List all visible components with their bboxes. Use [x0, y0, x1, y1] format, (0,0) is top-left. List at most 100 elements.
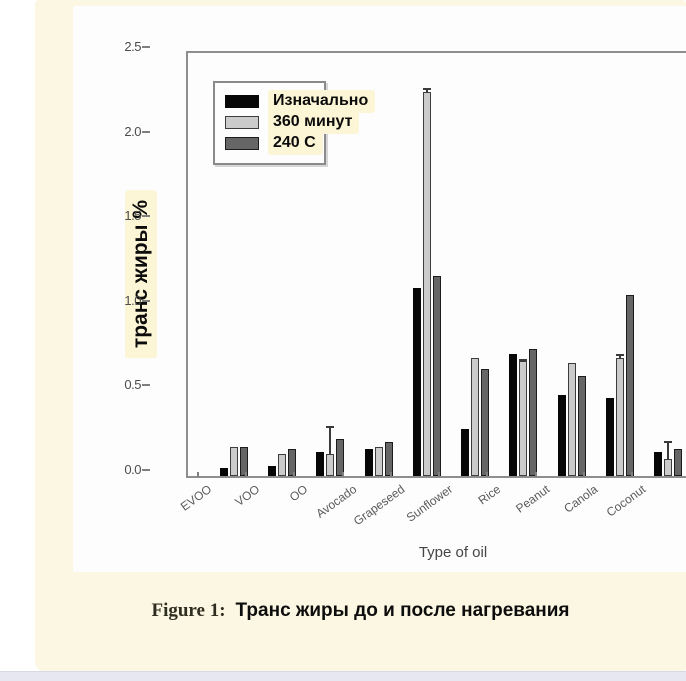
bar-sunflower-series0 [461, 429, 470, 476]
bar-oo-series2 [336, 439, 345, 476]
figure-image: транс жиры % Type of oil Изначально 360 … [73, 6, 686, 572]
error-bar [664, 441, 672, 460]
x-category-label: Sunflower [403, 482, 456, 525]
x-tick-mark [582, 472, 585, 477]
bar-evoo-series2 [240, 447, 248, 476]
figure-caption-text: Транс жиры до и после нагревания [235, 600, 570, 621]
y-tick-mark [142, 130, 150, 133]
error-bar [422, 88, 431, 93]
bar-peanut-series1 [567, 363, 576, 476]
x-category-label: Peanut [512, 482, 552, 516]
x-tick-mark [631, 472, 633, 477]
bar-group-peanut [555, 363, 589, 476]
bar-sunflower-series1 [471, 358, 480, 476]
x-tick-mark [293, 472, 296, 477]
bar-avocado-series1 [374, 447, 383, 476]
y-tick-mark [142, 299, 150, 302]
bar-voo-series2 [288, 449, 297, 476]
bar-group-evoo [217, 447, 251, 476]
bar-oo-series0 [316, 452, 325, 476]
x-tick-mark [438, 472, 441, 477]
x-tick-mark [486, 472, 489, 477]
legend-row: Изначально [225, 90, 376, 113]
x-category-label: Rice [475, 482, 504, 508]
x-axis-title: Type of oil [418, 544, 488, 561]
legend-row: 240 C [225, 132, 324, 155]
x-category-label: Coconut [603, 482, 649, 520]
legend-box: Изначально 360 минут 240 C [213, 81, 376, 165]
bar-canola-series1 [615, 354, 624, 476]
bar-rice-series0 [509, 354, 518, 476]
bar-rice-series1 [519, 359, 528, 476]
error-bar-cap [326, 426, 335, 428]
y-tick-label: 2.0 [124, 123, 141, 139]
bar-grapeseed-series2 [432, 276, 441, 476]
bar-grapeseed-series1 [422, 88, 431, 476]
bar-voo-series0 [268, 466, 277, 476]
bottom-ui-strip [0, 671, 686, 681]
bar-evoo-series1 [230, 447, 238, 476]
bar-group-grapeseed [410, 88, 444, 476]
bar-group-coconut [651, 441, 685, 476]
bar-oo-series1 [326, 426, 335, 476]
error-bar [519, 359, 528, 362]
x-category-label: EVOO [177, 482, 215, 514]
bar-sunflower-series2 [481, 369, 490, 476]
y-tick-mark [142, 469, 150, 471]
legend-label-240c: 240 C [268, 132, 323, 155]
x-tick-mark [389, 472, 392, 477]
bar-group-sunflower [458, 358, 492, 476]
error-bar-cap [664, 441, 672, 443]
y-tick-mark [142, 384, 150, 387]
y-tick-label: 0.0 [124, 462, 141, 477]
bar-group-voo [265, 449, 299, 476]
article-card: транс жиры % Type of oil Изначально 360 … [35, 0, 686, 673]
bar-voo-series1 [278, 454, 287, 476]
y-tick-label: 0.5 [124, 377, 141, 393]
bar-avocado-series2 [384, 442, 393, 476]
error-bar [615, 354, 624, 359]
bar-canola-series0 [605, 398, 614, 476]
x-tick-mark [534, 472, 537, 477]
error-bar-cap [615, 354, 624, 356]
legend-label-360min: 360 минут [268, 111, 360, 134]
y-tick-label: 1.0 [124, 292, 141, 308]
y-tick-label: 2.5 [124, 39, 141, 54]
bar-coconut-series2 [674, 449, 682, 476]
x-tick-mark [197, 472, 199, 477]
bar-coconut-series1 [664, 441, 672, 476]
bar-rice-series2 [529, 349, 538, 476]
x-tick-mark [341, 472, 344, 477]
bar-coconut-series0 [654, 452, 662, 476]
x-category-label: Grapeseed [350, 482, 408, 529]
legend-row: 360 минут [225, 111, 360, 134]
x-category-label: VOO [232, 482, 263, 510]
x-category-label: Canola [560, 482, 600, 516]
x-tick-mark [245, 472, 248, 477]
y-tick-label: 1.5 [124, 208, 141, 224]
figure-caption-prefix: Figure 1: [151, 600, 226, 621]
bar-group-rice [506, 349, 540, 476]
error-bar-cap [519, 359, 528, 361]
legend-swatch-360min [225, 116, 259, 129]
error-bar [326, 426, 335, 455]
x-category-label: OO [287, 482, 311, 505]
bar-group-oo [313, 426, 347, 476]
figure-caption: Figure 1: Транс жиры до и после нагревани… [35, 600, 686, 622]
bar-peanut-series2 [577, 376, 586, 476]
bar-evoo-series0 [220, 468, 228, 476]
bar-canola-series2 [625, 295, 634, 476]
error-bar-cap [422, 88, 431, 90]
legend-swatch-initially [225, 95, 259, 108]
bar-avocado-series0 [364, 449, 373, 476]
y-tick-mark [142, 215, 150, 218]
bar-peanut-series0 [557, 395, 566, 476]
legend-swatch-240c [225, 137, 259, 150]
y-tick-mark [142, 46, 150, 48]
bar-group-avocado [362, 442, 396, 476]
plot-area [186, 51, 686, 478]
legend-label-initially: Изначально [268, 90, 376, 113]
bar-group-canola [603, 295, 637, 476]
bar-grapeseed-series0 [412, 288, 421, 476]
